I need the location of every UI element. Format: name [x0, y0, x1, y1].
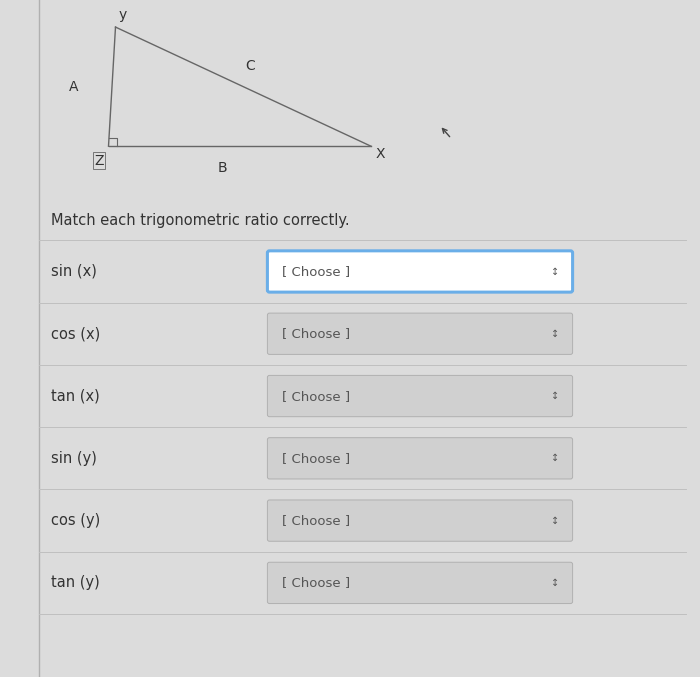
- Text: B: B: [218, 161, 228, 175]
- Text: tan (x): tan (x): [51, 389, 100, 403]
- Text: [ Choose ]: [ Choose ]: [282, 265, 350, 278]
- Text: [ Choose ]: [ Choose ]: [282, 452, 350, 465]
- Text: sin (y): sin (y): [51, 451, 97, 466]
- FancyBboxPatch shape: [267, 375, 573, 416]
- Text: ↕: ↕: [551, 329, 559, 338]
- FancyBboxPatch shape: [267, 438, 573, 479]
- FancyBboxPatch shape: [267, 562, 573, 604]
- FancyBboxPatch shape: [267, 313, 573, 355]
- Text: A: A: [69, 80, 78, 93]
- Text: cos (y): cos (y): [51, 513, 100, 528]
- Text: X: X: [375, 147, 385, 160]
- Text: sin (x): sin (x): [51, 264, 97, 279]
- Text: [ Choose ]: [ Choose ]: [282, 389, 350, 403]
- Text: tan (y): tan (y): [51, 575, 100, 590]
- Text: Match each trigonometric ratio correctly.: Match each trigonometric ratio correctly…: [51, 213, 350, 228]
- FancyBboxPatch shape: [267, 500, 573, 542]
- Text: ↕: ↕: [551, 454, 559, 463]
- Text: ↕: ↕: [551, 391, 559, 401]
- Text: ↕: ↕: [551, 267, 559, 276]
- Text: [ Choose ]: [ Choose ]: [282, 514, 350, 527]
- Text: cos (x): cos (x): [51, 326, 100, 341]
- Text: [ Choose ]: [ Choose ]: [282, 576, 350, 590]
- Text: ↕: ↕: [551, 516, 559, 525]
- Text: Z: Z: [94, 154, 104, 168]
- Text: ↕: ↕: [551, 578, 559, 588]
- Text: y: y: [119, 7, 127, 22]
- Text: [ Choose ]: [ Choose ]: [282, 327, 350, 341]
- Text: C: C: [246, 60, 256, 73]
- FancyBboxPatch shape: [267, 250, 573, 292]
